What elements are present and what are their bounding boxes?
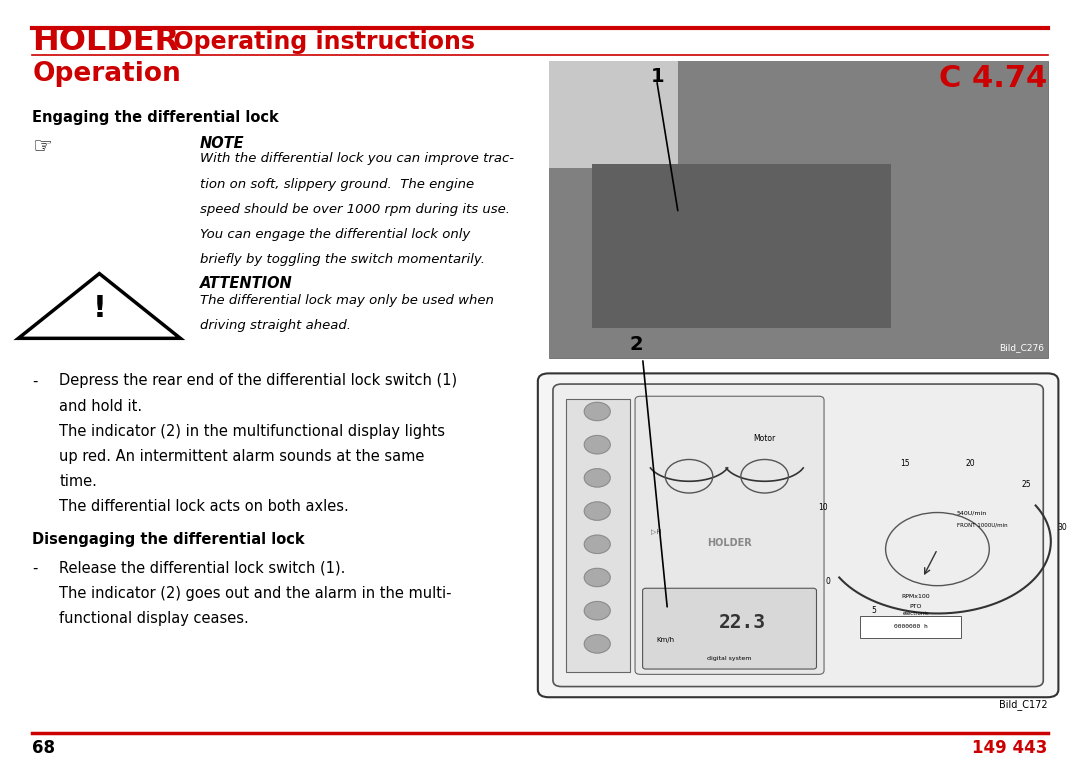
Text: 0: 0: [825, 577, 831, 586]
Text: functional display ceases.: functional display ceases.: [59, 611, 249, 626]
Text: briefly by toggling the switch momentarily.: briefly by toggling the switch momentari…: [200, 253, 485, 266]
Text: up red. An intermittent alarm sounds at the same: up red. An intermittent alarm sounds at …: [59, 449, 424, 464]
Circle shape: [584, 568, 610, 587]
Text: Operating instructions: Operating instructions: [157, 30, 474, 53]
Text: electronic: electronic: [903, 611, 929, 616]
Text: 10: 10: [819, 503, 827, 512]
Circle shape: [584, 436, 610, 454]
FancyBboxPatch shape: [643, 588, 816, 669]
FancyBboxPatch shape: [635, 396, 824, 674]
Text: 5: 5: [872, 607, 877, 616]
Text: Km/h: Km/h: [657, 637, 675, 643]
FancyBboxPatch shape: [549, 61, 1048, 358]
Text: Operation: Operation: [32, 61, 181, 87]
Text: Disengaging the differential lock: Disengaging the differential lock: [32, 532, 305, 547]
Text: Motor: Motor: [754, 434, 775, 443]
Text: Engaging the differential lock: Engaging the differential lock: [32, 110, 279, 126]
Text: and hold it.: and hold it.: [59, 399, 143, 414]
FancyBboxPatch shape: [549, 61, 1048, 358]
Text: 2: 2: [630, 335, 644, 354]
Text: digital system: digital system: [707, 655, 752, 661]
Circle shape: [584, 635, 610, 653]
Text: Depress the rear end of the differential lock switch (1): Depress the rear end of the differential…: [59, 373, 458, 389]
Text: The indicator (2) in the multifunctional display lights: The indicator (2) in the multifunctional…: [59, 424, 445, 439]
Text: Bild_C276: Bild_C276: [999, 343, 1044, 352]
FancyBboxPatch shape: [592, 164, 891, 328]
Text: The differential lock acts on both axles.: The differential lock acts on both axles…: [59, 499, 349, 514]
Text: Bild_C172: Bild_C172: [999, 699, 1048, 709]
Circle shape: [584, 535, 610, 553]
Text: speed should be over 1000 rpm during its use.: speed should be over 1000 rpm during its…: [200, 203, 510, 216]
Text: HOLDER: HOLDER: [32, 26, 179, 57]
Circle shape: [584, 601, 610, 620]
Text: You can engage the differential lock only: You can engage the differential lock onl…: [200, 228, 470, 241]
FancyBboxPatch shape: [566, 399, 630, 672]
Text: 1: 1: [651, 67, 665, 86]
Text: ▷H: ▷H: [651, 529, 662, 534]
Text: 25: 25: [1022, 480, 1031, 489]
Text: !: !: [93, 294, 106, 323]
Text: 15: 15: [900, 459, 909, 469]
Circle shape: [584, 502, 610, 520]
FancyBboxPatch shape: [860, 616, 961, 639]
Circle shape: [584, 469, 610, 487]
Text: time.: time.: [59, 474, 97, 489]
FancyBboxPatch shape: [553, 384, 1043, 687]
FancyBboxPatch shape: [549, 61, 678, 168]
Text: The indicator (2) goes out and the alarm in the multi-: The indicator (2) goes out and the alarm…: [59, 586, 451, 601]
Text: 149 443: 149 443: [972, 739, 1048, 757]
Text: C 4.74: C 4.74: [940, 64, 1048, 93]
Text: driving straight ahead.: driving straight ahead.: [200, 319, 351, 332]
FancyBboxPatch shape: [538, 373, 1058, 697]
Text: Release the differential lock switch (1).: Release the differential lock switch (1)…: [59, 561, 346, 576]
Text: The differential lock may only be used when: The differential lock may only be used w…: [200, 294, 494, 307]
Text: ATTENTION: ATTENTION: [200, 276, 293, 291]
Text: ☞: ☞: [32, 137, 53, 157]
Text: 20: 20: [966, 459, 975, 469]
Text: NOTE: NOTE: [200, 136, 244, 151]
Text: -: -: [32, 373, 38, 389]
Text: tion on soft, slippery ground.  The engine: tion on soft, slippery ground. The engin…: [200, 178, 474, 190]
Text: 540U/min: 540U/min: [957, 510, 987, 515]
Text: HOLDER: HOLDER: [707, 538, 752, 548]
Text: 68: 68: [32, 739, 55, 757]
Circle shape: [584, 402, 610, 421]
Text: -: -: [32, 561, 38, 576]
Text: 22.3: 22.3: [719, 613, 766, 632]
Text: 0000000 h: 0000000 h: [893, 624, 928, 629]
Polygon shape: [18, 274, 180, 338]
Text: FRONT 1000U/min: FRONT 1000U/min: [957, 522, 1008, 527]
Text: With the differential lock you can improve trac-: With the differential lock you can impro…: [200, 152, 514, 165]
Text: PTO: PTO: [909, 604, 922, 609]
Text: RPMx100: RPMx100: [902, 594, 930, 599]
Text: 30: 30: [1057, 523, 1067, 532]
